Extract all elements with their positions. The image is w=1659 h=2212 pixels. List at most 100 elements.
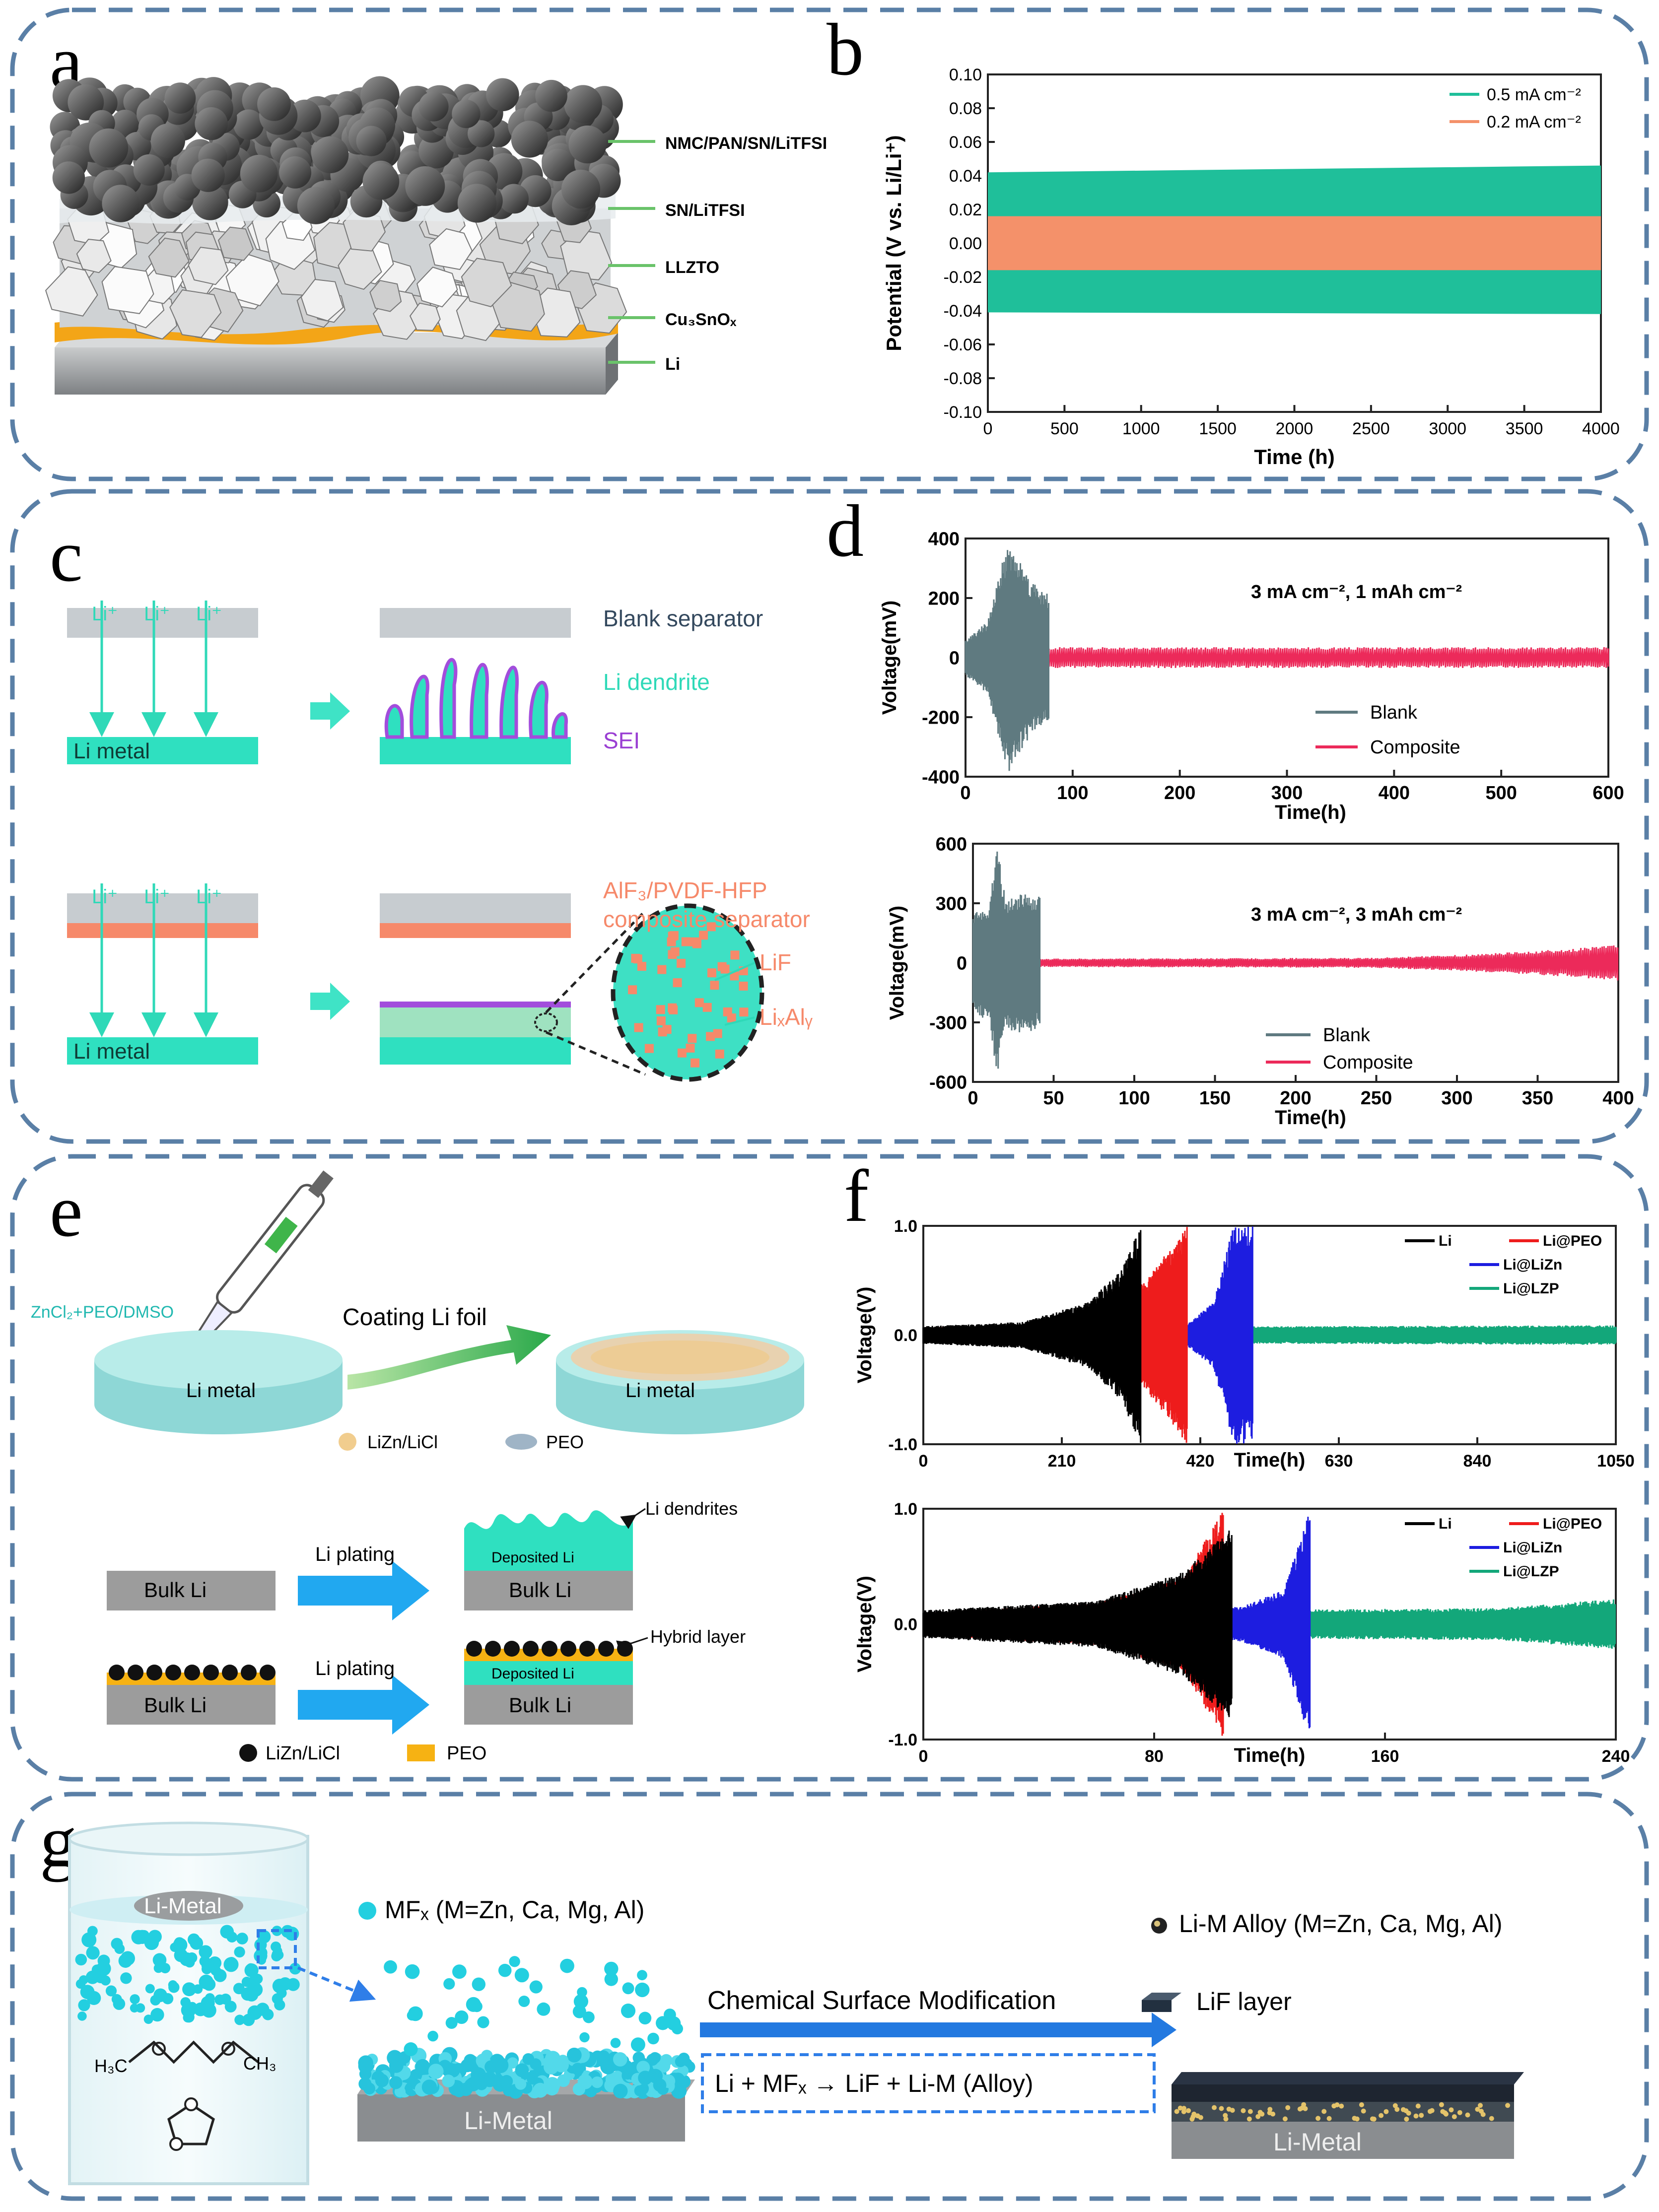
x-tick-label: 1500 [1199, 419, 1237, 438]
chart-d1: 0 100 200 300 400 500 600 400 200 0 -200 -400 Time(h… [879, 529, 1624, 823]
lixaly-square [690, 937, 699, 946]
g-li-metal-beaker: Li-Metal [144, 1894, 222, 1918]
x-tick-label: 0 [983, 419, 993, 438]
bead [579, 1641, 595, 1657]
label-h3c: H₃C [94, 2056, 128, 2076]
particle [202, 2003, 216, 2018]
alloy-particle [1480, 2112, 1486, 2117]
lif-layer-icon [1142, 2000, 1172, 2012]
particle [150, 2008, 164, 2022]
particle [97, 1954, 110, 1967]
particle [544, 2059, 559, 2075]
x-tick-label: 0 [960, 783, 970, 804]
particle [610, 2038, 621, 2048]
crystal [409, 302, 441, 331]
sphere [486, 78, 519, 112]
particle [208, 1956, 222, 1970]
li-plus-6: Li⁺ [196, 886, 222, 908]
legend-label: 0.2 mA cm⁻² [1487, 113, 1581, 132]
particle [537, 2002, 551, 2016]
particle [252, 1973, 263, 1984]
x-tick-label: 100 [1057, 783, 1088, 804]
y-tick-label: -0.02 [944, 268, 982, 287]
sphere [311, 136, 349, 174]
chart-b: 0 500 1000 1500 2000 2500 3000 3500 4000 0.10 0.08… [882, 66, 1620, 469]
sphere [568, 125, 607, 164]
particle [635, 1982, 650, 1998]
li-metal-left: Li metal [186, 1380, 256, 1402]
particle [143, 2014, 153, 2024]
y-tick-label: 600 [936, 834, 967, 855]
label-sn-litfsi: SN/LiTFSI [665, 201, 745, 220]
alloy-particle [1394, 2107, 1400, 2112]
sphere [499, 184, 529, 214]
particle [256, 2003, 270, 2016]
particle [405, 1964, 420, 1979]
alloy-particle [1191, 2111, 1197, 2117]
alloy-particle [1198, 2115, 1203, 2120]
x-tick-label: 400 [1379, 783, 1410, 804]
y-tick-label: 0.02 [949, 201, 982, 219]
particle [80, 1985, 95, 2000]
sphere [297, 187, 335, 224]
mfx-deposit [358, 2047, 695, 2099]
bead [598, 1641, 614, 1657]
particle [557, 2055, 569, 2066]
frame-g [10, 1792, 1649, 2201]
sphere [89, 128, 129, 168]
label-modification: Chemical Surface Modification [707, 1986, 1056, 2015]
particle [130, 1994, 140, 2005]
particle [573, 1994, 588, 2009]
particle [637, 1970, 647, 1981]
crystal [416, 267, 458, 308]
li-metal-slab-final [1172, 2122, 1514, 2159]
x-tick-label: 420 [1186, 1452, 1215, 1471]
particle [358, 2077, 372, 2090]
lixaly-square [730, 950, 740, 960]
particle [634, 2085, 645, 2096]
particle [274, 1950, 284, 1960]
particle [460, 2059, 474, 2073]
hybrid-beads-left [109, 1665, 276, 1680]
legend-label: Li [1439, 1516, 1452, 1532]
y-axis-label: Voltage(mV) [886, 906, 908, 1020]
panel-g-illustration: Li-Metal H₃C CH₃ Li-Metal MFₓ (M=Zn, Ca,… [68, 1821, 1524, 2185]
particle [666, 2016, 681, 2031]
blank-separator-bar [67, 608, 258, 638]
particle [638, 2011, 652, 2025]
lixaly-square [717, 962, 727, 971]
alloy-particle [1177, 2105, 1183, 2111]
legend-label: Li@LiZn [1503, 1257, 1562, 1273]
plating-arrow-2 [298, 1675, 429, 1735]
y-tick-label: -1.0 [888, 1731, 917, 1749]
lixaly-square [706, 1032, 715, 1041]
legend-label-blank: Blank [1370, 702, 1418, 723]
lixaly-square [739, 981, 748, 991]
particle [560, 1958, 574, 1973]
x-tick-label: 840 [1463, 1452, 1492, 1471]
y-tick-label: 0.08 [949, 99, 982, 118]
y-tick-label: -0.06 [944, 335, 982, 354]
particle [498, 1963, 512, 1977]
particle [81, 1932, 97, 1947]
particle [236, 1933, 248, 1944]
crystal [225, 254, 279, 307]
deposited-li-dendrites [464, 1510, 633, 1571]
lixaly-square [715, 1049, 724, 1059]
alloy-particle [1212, 2105, 1217, 2110]
alloy-particle [1392, 2103, 1398, 2108]
bead [542, 1641, 557, 1657]
alloy-particle [1174, 2109, 1179, 2114]
reaction-box [701, 2053, 1156, 2113]
panel-letter-c: c [50, 515, 83, 597]
bead [128, 1665, 143, 1680]
y-tick-label: -0.10 [944, 403, 982, 422]
alloy-particle [1415, 2103, 1421, 2109]
legend-peo: PEO [546, 1432, 584, 1452]
x-tick-label: 350 [1522, 1088, 1553, 1109]
y-tick-label: 0.10 [949, 66, 982, 84]
bulk-li-1 [107, 1571, 276, 1610]
particle [153, 1988, 167, 2003]
particle [583, 2011, 595, 2023]
particle [145, 1984, 155, 1994]
